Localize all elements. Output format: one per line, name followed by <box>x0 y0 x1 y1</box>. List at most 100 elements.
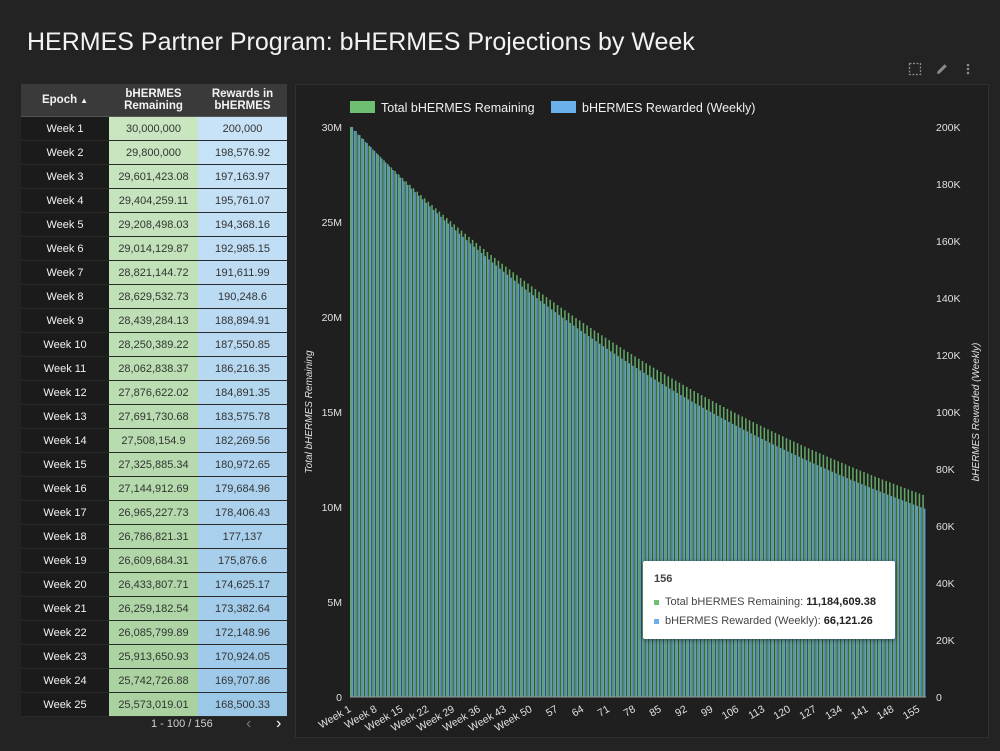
previous-page-icon[interactable]: ‹ <box>246 715 252 732</box>
bar-rewarded <box>410 188 413 697</box>
y-right-tick-label: 80K <box>936 464 955 476</box>
edit-icon[interactable] <box>935 62 949 79</box>
x-tick-label: 106 <box>720 703 741 722</box>
bar-rewarded <box>528 292 531 697</box>
bar-remaining <box>704 397 707 697</box>
bar-remaining <box>896 485 899 697</box>
bar-rewarded <box>584 333 586 697</box>
cell-epoch: Week 10 <box>21 332 109 357</box>
bar-rewarded <box>706 409 708 697</box>
bar-remaining <box>689 388 692 697</box>
bar-remaining <box>553 302 555 697</box>
bar-remaining <box>601 335 603 697</box>
bar-remaining <box>674 380 677 697</box>
bar-rewarded <box>370 146 372 698</box>
cell-epoch: Week 8 <box>21 284 109 309</box>
cell-rewards: 191,611.99 <box>198 260 287 285</box>
cell-rewards: 177,137 <box>198 524 287 549</box>
y-right-tick-label: 120K <box>936 350 961 362</box>
cell-rewards: 173,382.64 <box>198 596 287 621</box>
bar-remaining <box>372 149 374 698</box>
bar-remaining <box>741 416 743 697</box>
bar-rewarded <box>643 372 645 697</box>
bar-rewarded <box>539 300 542 697</box>
tooltip-row-remaining: Total bHERMES Remaining: 11,184,609.38 <box>654 596 876 608</box>
table-row: Week 21 26,259,182.54 173,382.64 <box>21 596 287 621</box>
bar-rewarded <box>724 419 727 697</box>
bar-rewarded <box>362 139 365 697</box>
bar-remaining <box>516 275 518 697</box>
y-left-tick-label: 30M <box>322 122 342 134</box>
y-left-tick-label: 5M <box>327 597 342 609</box>
bar-remaining <box>630 354 633 697</box>
bar-remaining <box>364 142 367 698</box>
bar-remaining <box>530 286 533 697</box>
bar-remaining <box>626 351 629 697</box>
y-right-tick-label: 40K <box>936 578 955 590</box>
bar-rewarded <box>894 497 896 697</box>
bar-rewarded <box>436 213 439 697</box>
bar-rewarded <box>514 280 516 697</box>
next-page-icon[interactable]: › <box>276 715 282 732</box>
bar-remaining <box>715 403 718 697</box>
bar-remaining <box>494 257 496 697</box>
bar-remaining <box>383 160 385 698</box>
cell-remaining: 29,208,498.03 <box>109 212 198 237</box>
bar-rewarded <box>573 325 575 697</box>
more-icon[interactable] <box>963 62 973 79</box>
cell-rewards: 175,876.6 <box>198 548 287 573</box>
x-tick-label: 120 <box>772 703 793 722</box>
cell-epoch: Week 20 <box>21 572 109 597</box>
bar-remaining <box>460 230 463 697</box>
cell-rewards: 194,368.16 <box>198 212 287 237</box>
bar-remaining <box>398 174 400 698</box>
bar-remaining <box>405 181 407 698</box>
bar-remaining <box>711 401 714 697</box>
bar-remaining <box>590 327 592 697</box>
bar-remaining <box>412 188 415 697</box>
select-icon[interactable] <box>908 62 922 79</box>
cell-remaining: 29,800,000 <box>109 140 198 165</box>
table-row: Week 17 26,965,227.73 178,406.43 <box>21 500 287 525</box>
cell-rewards: 182,269.56 <box>198 428 287 453</box>
table-row: Week 8 28,629,532.73 190,248.6 <box>21 284 287 309</box>
cell-rewards: 195,761.07 <box>198 188 287 213</box>
chart-tooltip: 156 Total bHERMES Remaining: 11,184,609.… <box>643 561 895 639</box>
cell-remaining: 25,742,726.88 <box>109 668 198 693</box>
table-row: Week 23 25,913,650.93 170,924.05 <box>21 644 287 669</box>
bar-rewarded <box>731 423 734 697</box>
cell-rewards: 197,163.97 <box>198 164 287 189</box>
y-right-tick-label: 60K <box>936 521 955 533</box>
bar-remaining <box>423 198 426 697</box>
bar-rewarded <box>702 407 704 697</box>
table-row: Week 11 28,062,838.37 186,216.35 <box>21 356 287 381</box>
bar-rewarded <box>473 246 475 698</box>
bar-rewarded <box>916 505 919 697</box>
bar-remaining <box>645 363 647 697</box>
bar-rewarded <box>547 306 549 697</box>
bar-rewarded <box>923 508 926 697</box>
column-header-remaining[interactable]: bHERMES Remaining <box>109 84 198 117</box>
bar-rewarded <box>521 286 523 697</box>
bar-rewarded <box>672 390 675 697</box>
column-header-rewards[interactable]: Rewards in bHERMES <box>198 84 287 117</box>
bar-remaining <box>549 299 551 697</box>
cell-remaining: 26,786,821.31 <box>109 524 198 549</box>
cell-rewards: 172,148.96 <box>198 620 287 645</box>
bar-remaining <box>379 156 382 697</box>
x-tick-label: 99 <box>699 703 715 719</box>
cell-rewards: 169,707.86 <box>198 668 287 693</box>
cell-rewards: 200,000 <box>198 116 287 141</box>
sort-ascending-icon[interactable]: ▲ <box>80 95 89 105</box>
bar-rewarded <box>713 413 715 697</box>
legend-label-remaining: Total bHERMES Remaining <box>381 101 535 115</box>
bar-remaining <box>523 280 526 697</box>
column-header-epoch[interactable]: Epoch ▲ <box>21 84 109 117</box>
bar-remaining <box>575 317 577 697</box>
x-tick-label: 57 <box>544 703 560 719</box>
bar-remaining <box>586 325 588 697</box>
bar-rewarded <box>909 503 911 697</box>
bar-remaining <box>730 410 732 697</box>
table-row: Week 12 27,876,622.02 184,891.35 <box>21 380 287 405</box>
table-row: Week 18 26,786,821.31 177,137 <box>21 524 287 549</box>
